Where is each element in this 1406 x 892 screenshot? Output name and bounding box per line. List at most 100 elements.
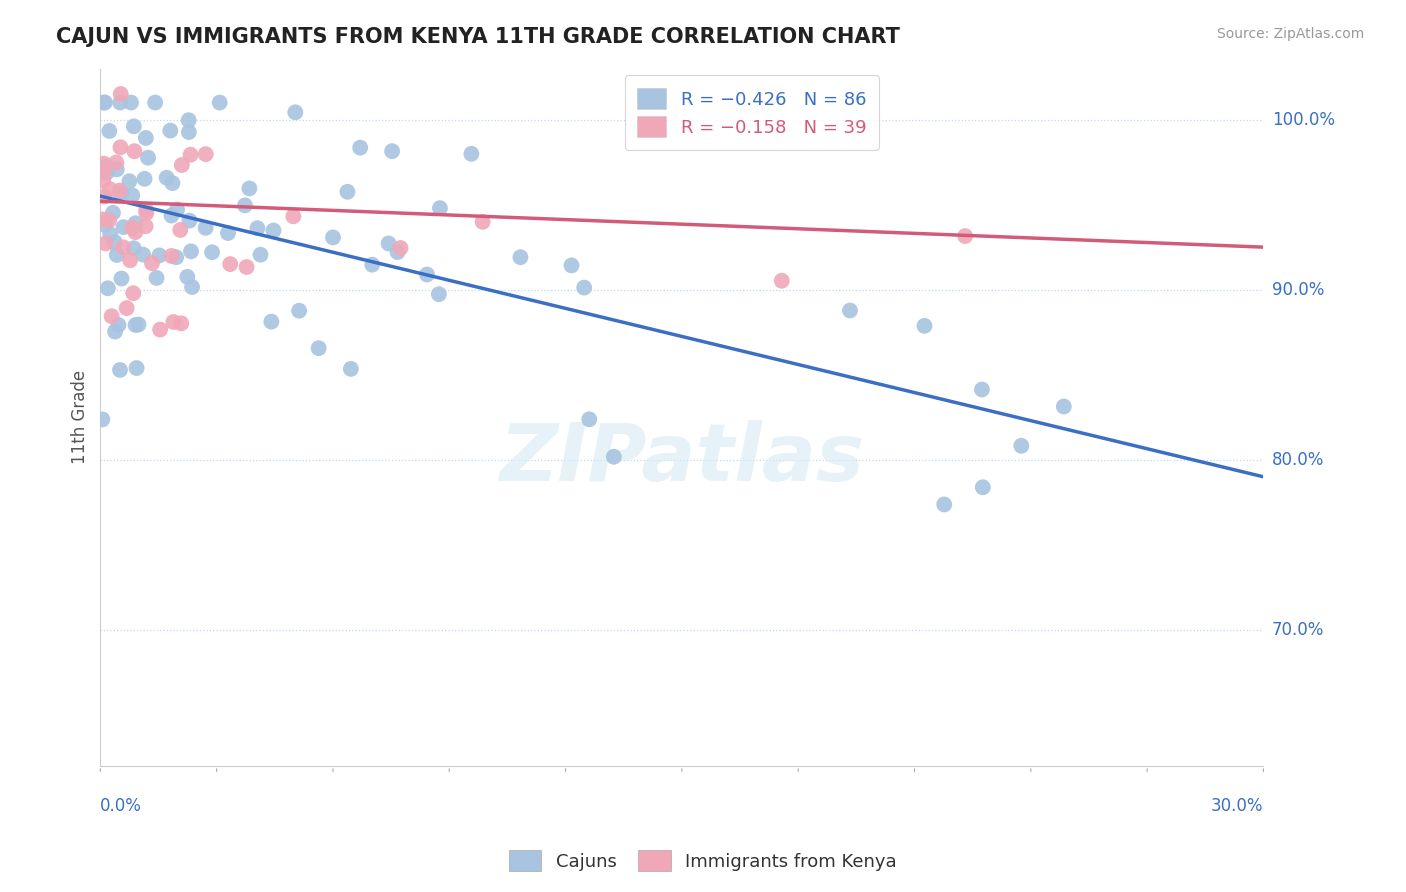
Text: Source: ZipAtlas.com: Source: ZipAtlas.com — [1216, 27, 1364, 41]
Point — [124, 225, 146, 239]
Point — [159, 123, 181, 137]
Point — [387, 245, 409, 260]
Point — [148, 248, 170, 262]
Point — [349, 141, 371, 155]
Point — [201, 245, 224, 260]
Text: 0.0%: 0.0% — [100, 797, 142, 814]
Point — [136, 151, 159, 165]
Point — [160, 249, 183, 263]
Point — [135, 206, 157, 220]
Point — [162, 176, 184, 190]
Point — [603, 450, 626, 464]
Text: 100.0%: 100.0% — [1272, 111, 1334, 128]
Point — [509, 250, 531, 264]
Point — [194, 220, 217, 235]
Point — [118, 174, 141, 188]
Point — [246, 221, 269, 235]
Point — [135, 131, 157, 145]
Point — [122, 241, 145, 255]
Point — [427, 287, 450, 301]
Point — [112, 220, 135, 235]
Point — [96, 165, 118, 179]
Point — [180, 244, 202, 259]
Point — [165, 250, 187, 264]
Text: 90.0%: 90.0% — [1272, 281, 1324, 299]
Point — [166, 202, 188, 217]
Point — [429, 201, 451, 215]
Point — [107, 318, 129, 332]
Point — [100, 309, 122, 323]
Point — [176, 269, 198, 284]
Point — [125, 361, 148, 376]
Point — [578, 412, 600, 426]
Point — [572, 280, 595, 294]
Point — [128, 318, 150, 332]
Point — [93, 189, 115, 203]
Point — [124, 216, 146, 230]
Point — [217, 226, 239, 240]
Point — [105, 155, 128, 169]
Point — [322, 230, 344, 244]
Point — [124, 318, 146, 332]
Point — [110, 87, 132, 101]
Point — [460, 146, 482, 161]
Point — [134, 171, 156, 186]
Text: 80.0%: 80.0% — [1272, 450, 1324, 469]
Point — [560, 259, 582, 273]
Legend: R = −0.426   N = 86, R = −0.158   N = 39: R = −0.426 N = 86, R = −0.158 N = 39 — [624, 76, 879, 150]
Point — [377, 236, 399, 251]
Point — [135, 202, 157, 217]
Point — [155, 170, 177, 185]
Point — [91, 212, 114, 227]
Point — [98, 124, 121, 138]
Point — [177, 125, 200, 139]
Point — [340, 362, 363, 376]
Point — [194, 147, 217, 161]
Point — [93, 95, 115, 110]
Point — [149, 322, 172, 336]
Point — [112, 240, 135, 254]
Y-axis label: 11th Grade: 11th Grade — [72, 370, 89, 465]
Point — [389, 241, 412, 255]
Point — [180, 147, 202, 161]
Point — [219, 257, 242, 271]
Point — [170, 158, 193, 172]
Text: 30.0%: 30.0% — [1211, 797, 1264, 814]
Point — [169, 223, 191, 237]
Point — [91, 174, 114, 188]
Point — [416, 268, 439, 282]
Point — [120, 253, 142, 268]
Point — [108, 95, 131, 110]
Point — [108, 186, 131, 200]
Point — [249, 248, 271, 262]
Point — [162, 315, 184, 329]
Point — [124, 145, 146, 159]
Point — [115, 301, 138, 315]
Point — [953, 229, 976, 244]
Point — [93, 156, 115, 170]
Point — [104, 325, 127, 339]
Point — [260, 315, 283, 329]
Point — [108, 184, 131, 198]
Point — [170, 316, 193, 330]
Point — [1010, 439, 1032, 453]
Point — [970, 383, 993, 397]
Point — [972, 480, 994, 494]
Point — [839, 303, 862, 318]
Point — [110, 140, 132, 154]
Point — [91, 412, 114, 426]
Point — [208, 95, 231, 110]
Point — [94, 160, 117, 174]
Point — [336, 185, 359, 199]
Point — [145, 271, 167, 285]
Point — [179, 213, 201, 227]
Point — [263, 223, 285, 237]
Legend: Cajuns, Immigrants from Kenya: Cajuns, Immigrants from Kenya — [502, 843, 904, 879]
Point — [934, 498, 956, 512]
Point — [98, 182, 121, 196]
Point — [308, 341, 330, 355]
Point — [284, 105, 307, 120]
Point — [93, 164, 115, 178]
Point — [98, 227, 121, 242]
Point — [143, 95, 166, 110]
